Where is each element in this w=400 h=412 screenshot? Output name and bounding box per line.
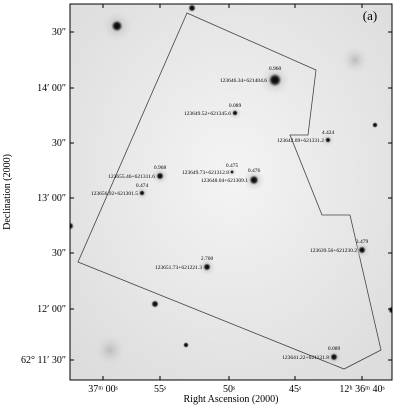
source-value: 0.475 [226, 163, 239, 169]
source-name: 123655.46+621311.6 [108, 174, 155, 180]
source [139, 190, 145, 196]
source-name: 123646.34+621404.6 [220, 78, 267, 84]
source-value: 0.476 [248, 168, 261, 174]
source [325, 137, 331, 143]
y-tick-label: 12′ 00″ [37, 304, 66, 315]
source-value: 0.960 [269, 66, 282, 72]
source [268, 73, 282, 87]
y-axis-title: Declination (2000) [2, 154, 13, 230]
x-tick-label: 45ˢ [289, 384, 301, 395]
source-name: 123651.73+621221.3 [155, 265, 202, 271]
source-name: 123649.73+621312.8 [182, 170, 229, 176]
x-tick-label: 50ˢ [223, 384, 235, 395]
y-tick-label: 30″ [52, 248, 66, 259]
source-name: 123656.92+621301.5 [91, 191, 138, 197]
frame [69, 3, 393, 381]
source-value: 3.479 [356, 239, 369, 245]
y-tick-label: 30″ [52, 27, 66, 38]
source [156, 172, 164, 180]
source [232, 110, 238, 116]
x-axis-title: Right Ascension (2000) [184, 394, 279, 405]
sky-image [70, 4, 392, 380]
source-name: 123649.52+621345.6 [184, 111, 231, 117]
y-tick-label: 14′ 00″ [37, 83, 66, 94]
x-tick-label: 55ˢ [154, 384, 166, 395]
x-tick-label: 12ʰ 36ᵐ 40ˢ [339, 384, 384, 395]
panel-label: (a) [363, 8, 377, 23]
source-name: 123641.22+621131.8 [282, 355, 329, 361]
y-tick-label: 62° 11′ 30″ [21, 355, 66, 366]
source-value: 4.424 [322, 130, 335, 136]
source [330, 353, 338, 361]
source-value: 0.089 [328, 346, 341, 352]
source-name: 123648.04+621309.1 [201, 178, 248, 184]
source-value: 2.700 [201, 256, 214, 262]
source-value: 0.089 [229, 103, 242, 109]
background-sources [70, 4, 392, 366]
source [249, 175, 259, 185]
source [230, 170, 234, 174]
source [358, 246, 366, 254]
source [203, 263, 211, 271]
y-tick-label: 13′ 00″ [37, 193, 66, 204]
x-tick-label: 37ᵐ 00ˢ [88, 384, 118, 395]
y-tick-label: 30″ [52, 138, 66, 149]
source-name: 123642.09+621331.2 [277, 138, 324, 144]
annotations: 37ᵐ 00ˢ 55ˢ 50ˢ 45ˢ 12ʰ 36ᵐ 40ˢ 30″ 14′ 00″ 30″… [21, 4, 392, 395]
field-outline [77, 12, 382, 370]
source-value: 0.474 [136, 183, 149, 189]
source-value: 0.968 [154, 165, 167, 171]
source-name: 123639.56+621230.2 [310, 248, 357, 254]
